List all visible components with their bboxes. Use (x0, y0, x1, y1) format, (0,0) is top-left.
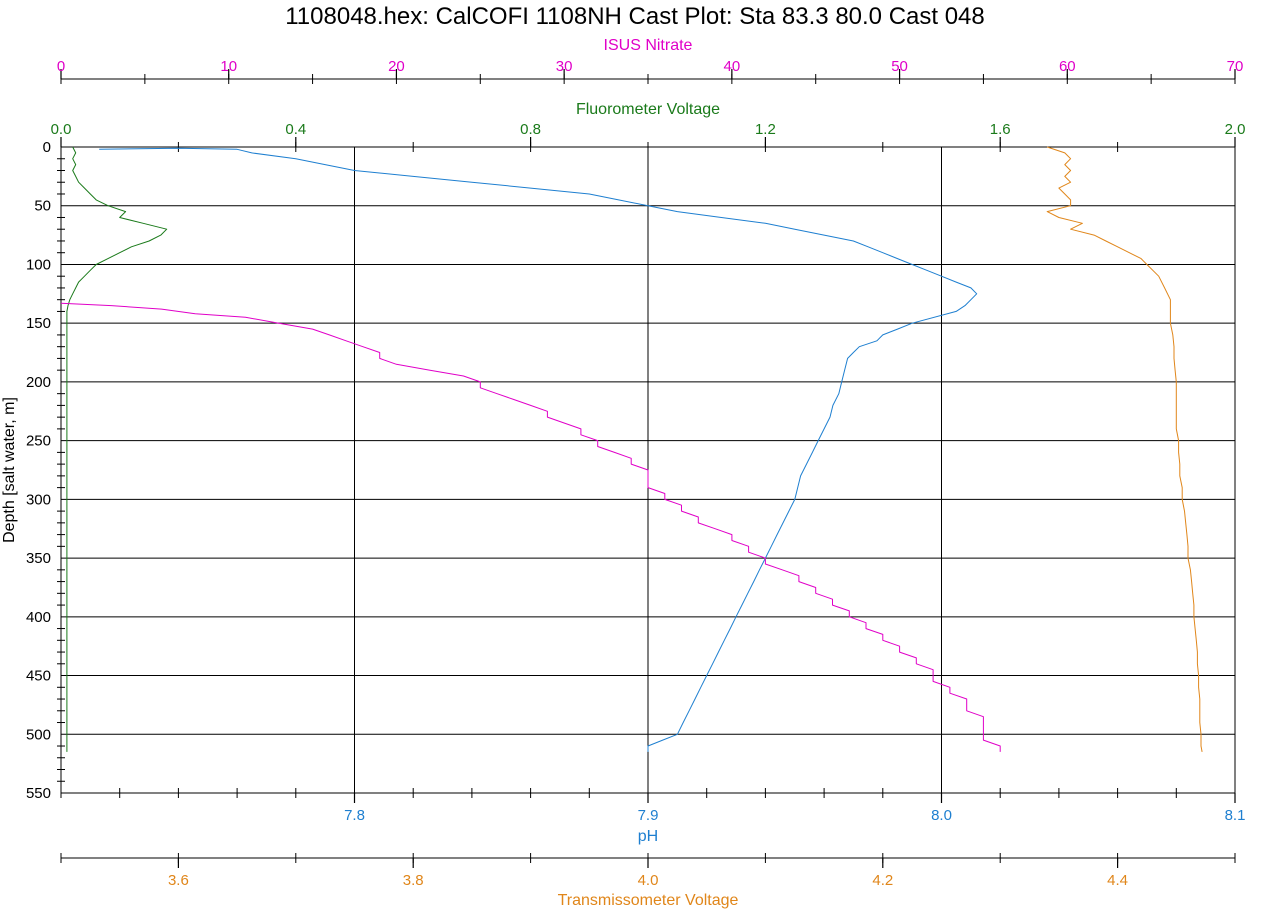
ph-tick-label: 8.1 (1225, 807, 1246, 824)
fluor-tick-label: 0.8 (520, 121, 541, 138)
trans-tick-label: 4.2 (872, 872, 893, 889)
y-tick-label: 100 (26, 256, 51, 273)
ph-series-line (99, 147, 978, 752)
y-tick-label: 500 (26, 726, 51, 743)
trans-axis-label: Transmissometer Voltage (558, 892, 739, 909)
trans-series-line (1046, 146, 1203, 752)
fluor-tick-label: 1.2 (755, 121, 776, 138)
y-tick-label: 0 (43, 139, 51, 156)
nitrate-series-line (60, 302, 1001, 752)
y-tick-label: 200 (26, 374, 51, 391)
ph-tick-label: 7.8 (344, 807, 365, 824)
nitrate-tick-label: 40 (724, 58, 741, 75)
nitrate-tick-label: 60 (1059, 58, 1076, 75)
y-tick-label: 350 (26, 550, 51, 567)
y-tick-label: 400 (26, 609, 51, 626)
y-axis-label: Depth [salt water, m] (1, 397, 18, 543)
fluor-tick-label: 0.4 (285, 121, 306, 138)
nitrate-tick-label: 10 (220, 58, 237, 75)
fluor-axis-label: Fluorometer Voltage (576, 101, 720, 118)
trans-tick-label: 4.4 (1107, 872, 1128, 889)
series-layer (60, 146, 1203, 752)
y-tick-label: 50 (34, 198, 51, 215)
nitrate-tick-label: 50 (891, 58, 908, 75)
ph-tick-label: 8.0 (931, 807, 952, 824)
y-tick-label: 550 (26, 785, 51, 802)
ph-axis-label: pH (638, 828, 658, 845)
trans-tick-label: 4.0 (638, 872, 659, 889)
nitrate-tick-label: 70 (1227, 58, 1244, 75)
y-tick-label: 250 (26, 433, 51, 450)
y-tick-label: 450 (26, 668, 51, 685)
nitrate-tick-label: 0 (57, 58, 65, 75)
nitrate-tick-label: 20 (388, 58, 405, 75)
fluor-series-line (66, 146, 168, 752)
fluor-tick-label: 2.0 (1225, 121, 1246, 138)
trans-tick-label: 3.8 (403, 872, 424, 889)
y-tick-label: 300 (26, 491, 51, 508)
ph-tick-label: 7.9 (638, 807, 659, 824)
fluor-tick-label: 0.0 (51, 121, 72, 138)
chart-title: 1108048.hex: CalCOFI 1108NH Cast Plot: S… (285, 3, 985, 30)
fluor-tick-label: 1.6 (990, 121, 1011, 138)
trans-tick-label: 3.6 (168, 872, 189, 889)
nitrate-tick-label: 30 (556, 58, 573, 75)
nitrate-axis-label: ISUS Nitrate (604, 37, 693, 54)
y-tick-label: 150 (26, 315, 51, 332)
axes: 0 50 100 150 200 250 300 350 400 450 500 550 0 10 20 30… (26, 37, 1245, 909)
